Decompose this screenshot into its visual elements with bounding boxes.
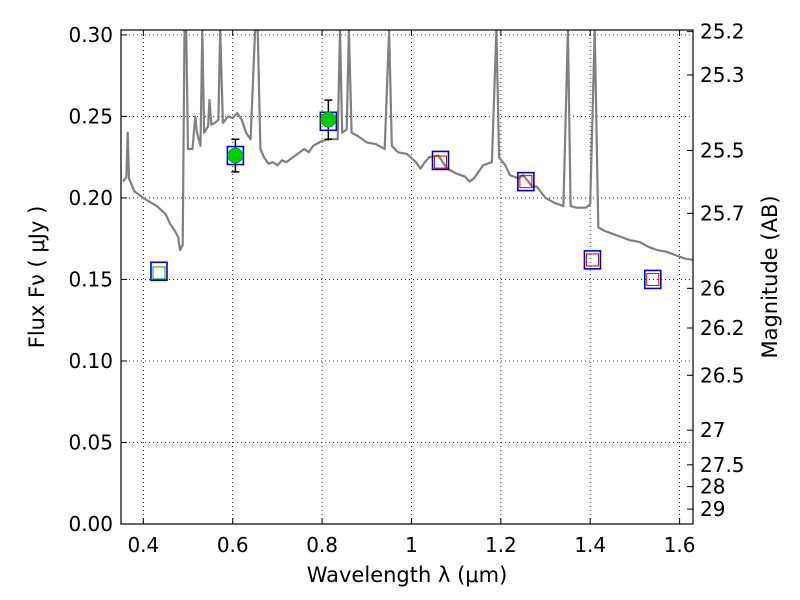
y-tick-label: 0.10 (68, 349, 113, 373)
x-tick-label: 1.4 (574, 533, 606, 557)
y-axis-title: Flux Fν ( μJy ) (25, 206, 49, 349)
magnitude-tick-label: 25.7 (700, 201, 745, 225)
predicted-square (434, 155, 448, 169)
x-tick-label: 1.2 (485, 533, 517, 557)
magnitude-tick-label: 29 (700, 497, 725, 521)
predicted-square (519, 175, 533, 189)
magnitude-tick-label: 26.2 (700, 316, 745, 340)
y-tick-label: 0.25 (68, 104, 113, 128)
magnitude-tick-label: 27.5 (700, 453, 745, 477)
spectrum-line (122, 30, 693, 261)
plot-background (121, 30, 693, 524)
predicted-square (152, 266, 166, 280)
magnitude-tick-label: 28 (700, 475, 725, 499)
magnitude-axis-title: Magnitude (AB) (758, 195, 782, 358)
model-square (226, 145, 245, 166)
x-tick-label: 0.6 (217, 533, 249, 557)
x-tick-label: 1 (405, 533, 418, 557)
y-tick-label: 0.00 (68, 512, 113, 536)
y-tick-label: 0.20 (68, 186, 113, 210)
x-tick-label: 1.6 (664, 533, 696, 557)
model-square (643, 269, 662, 290)
observed-point (320, 111, 337, 128)
magnitude-tick-label: 26 (700, 276, 725, 300)
x-tick-label: 0.4 (127, 533, 159, 557)
y-axis: 0.00 0.05 0.10 0.15 0.20 0.25 0.30 (68, 23, 127, 536)
photometry-points (150, 99, 662, 290)
magnitude-tick-label: 26.5 (700, 363, 745, 387)
model-square (517, 171, 535, 192)
spectrum-series (122, 30, 693, 261)
magnitude-tick-label: 27 (700, 418, 725, 442)
y-tick-label: 0.05 (68, 430, 113, 454)
predicted-square (646, 272, 660, 286)
predicted-square (585, 253, 599, 267)
x-tick-label: 0.8 (306, 533, 338, 557)
magnitude-tick-label: 25.3 (700, 63, 745, 87)
observed-point (227, 147, 244, 164)
plot-frame (120, 29, 694, 525)
magnitude-tick-label: 25.5 (700, 139, 745, 163)
x-axis: 0.4 0.6 0.8 1 1.2 1.4 1.6 (127, 30, 696, 557)
model-square (431, 150, 450, 171)
y-tick-label: 0.15 (68, 267, 113, 291)
x-axis-title: Wavelength λ (μm) (307, 563, 508, 587)
y-tick-label: 0.30 (68, 23, 113, 47)
magnitude-tick-label: 25.2 (700, 20, 745, 44)
model-square (583, 250, 602, 270)
model-square (150, 261, 168, 282)
